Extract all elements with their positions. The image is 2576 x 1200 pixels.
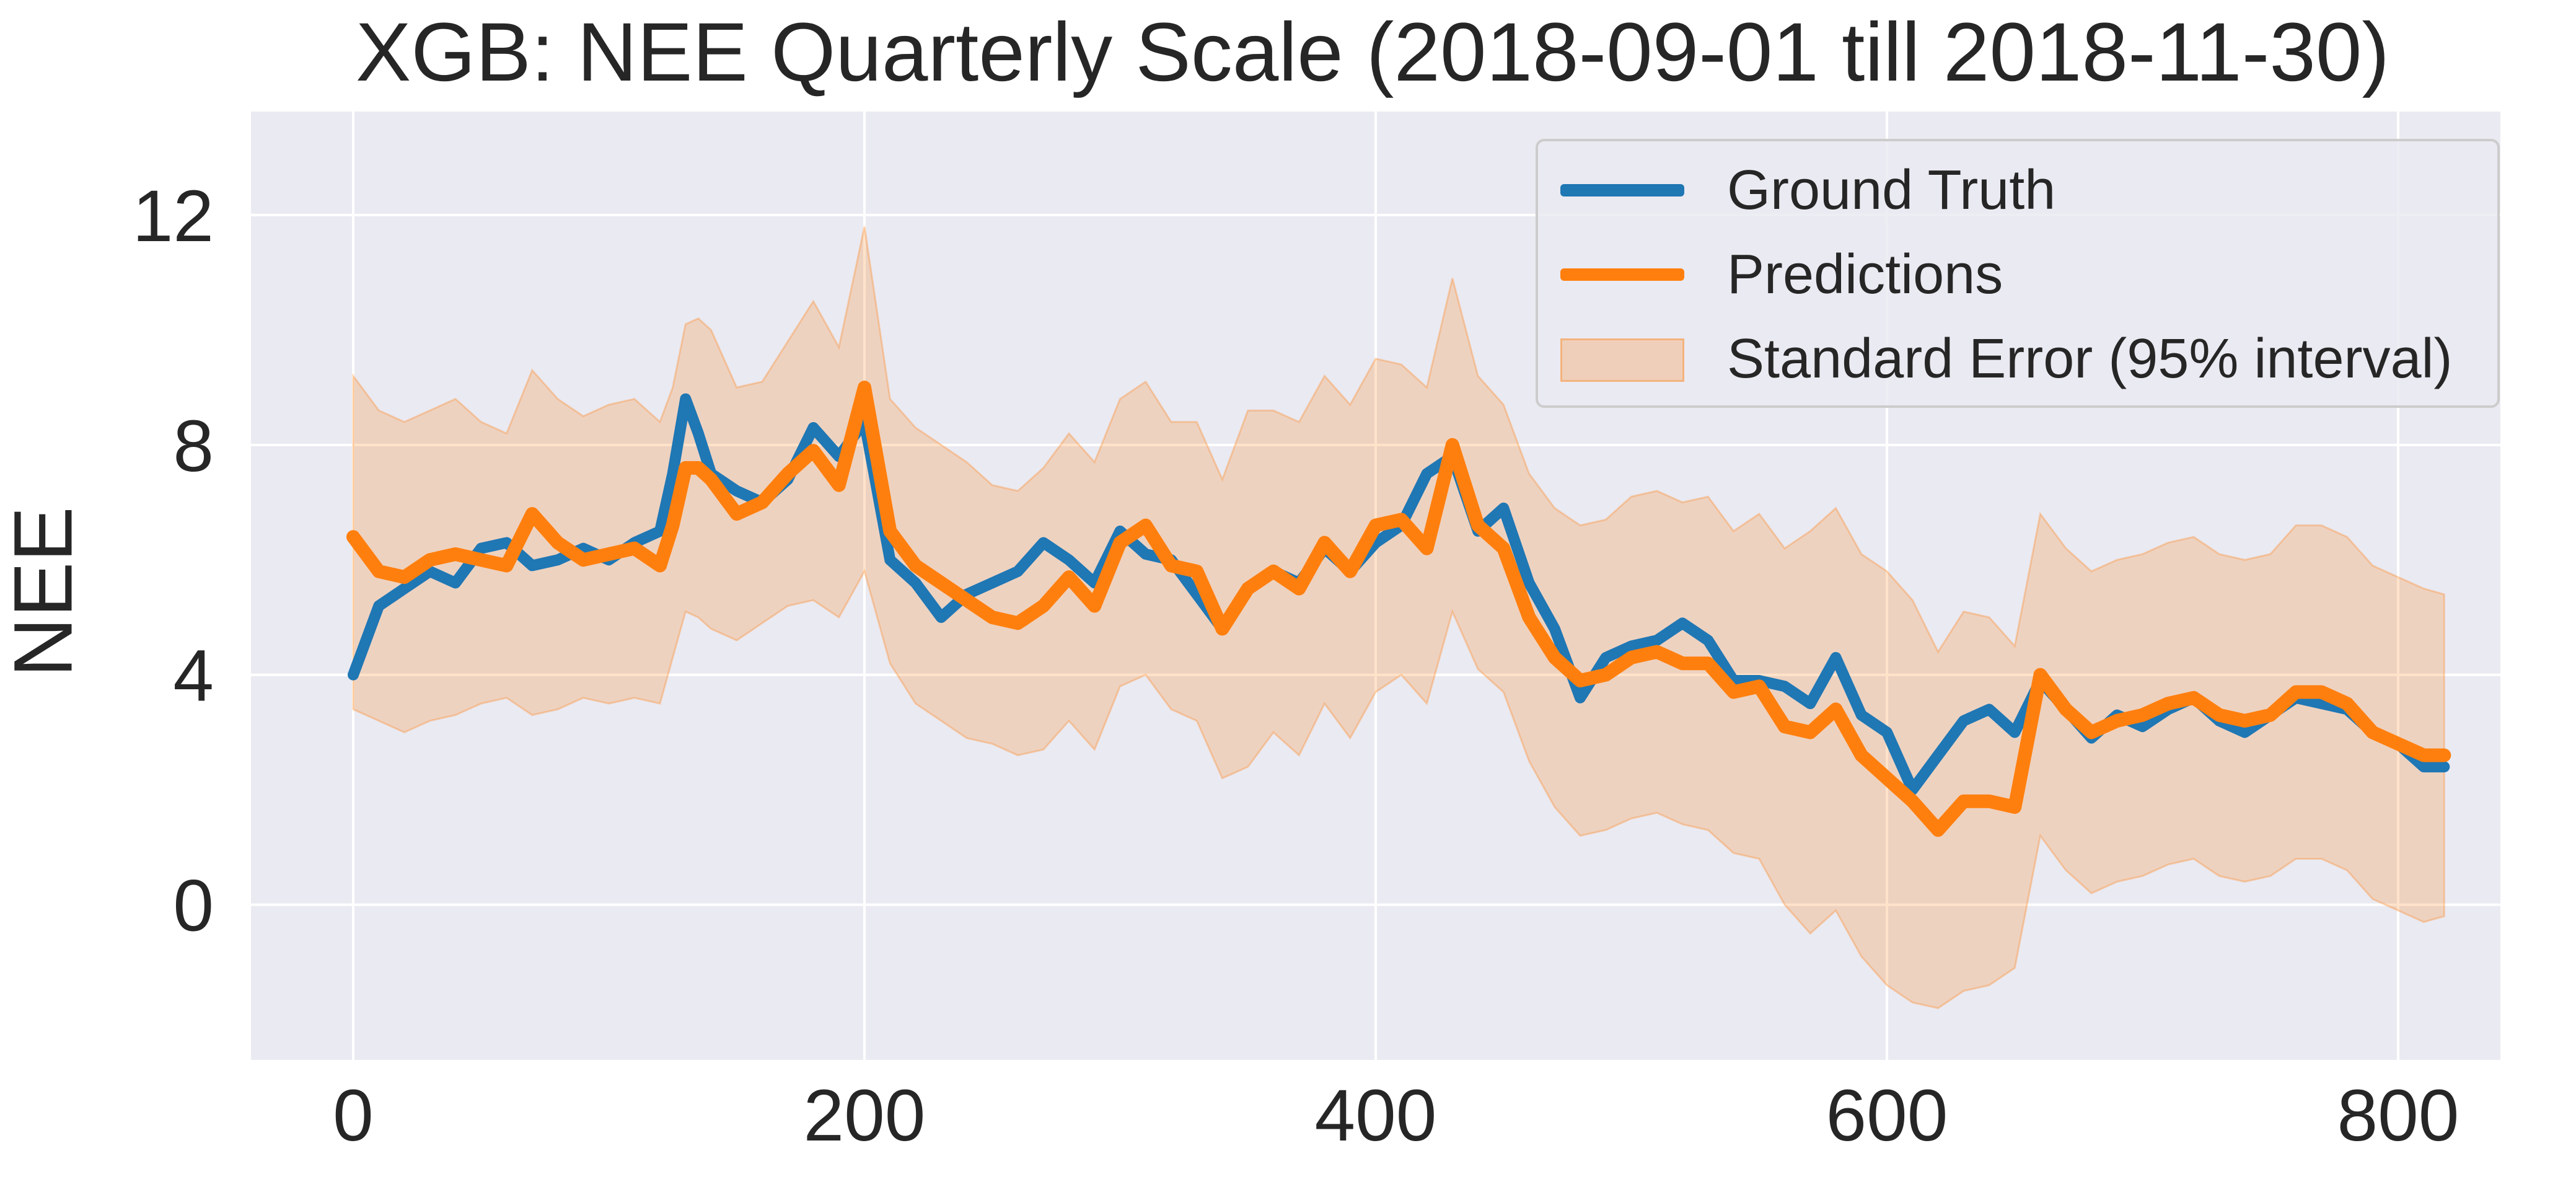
- x-tick-label-400: 400: [1315, 1075, 1437, 1157]
- legend-swatch-ground-truth: [1560, 184, 1684, 196]
- y-tick-label-8: 8: [173, 405, 214, 487]
- y-tick-label-12: 12: [133, 175, 214, 257]
- x-tick-label-800: 800: [2337, 1075, 2460, 1157]
- legend-swatch-predictions: [1560, 268, 1684, 281]
- legend-label-ground-truth: Ground Truth: [1727, 159, 2056, 221]
- legend-item-predictions: Predictions: [1538, 234, 2497, 315]
- series-line-1: [346, 381, 2451, 837]
- y-tick-label-4: 4: [173, 635, 214, 717]
- legend-item-interval: Standard Error (95% interval): [1538, 319, 2497, 399]
- x-tick-label-600: 600: [1826, 1075, 1948, 1157]
- legend-label-interval: Standard Error (95% interval): [1727, 328, 2453, 390]
- y-tick-label-0: 0: [173, 865, 214, 947]
- legend-swatch-interval: [1560, 338, 1684, 382]
- x-tick-label-200: 200: [804, 1075, 926, 1157]
- series-lines: [346, 381, 2451, 837]
- axis-ticks: 0 200 400 600 800 0 4 8 12: [133, 175, 2460, 1157]
- legend-label-predictions: Predictions: [1727, 244, 2003, 306]
- chart-title: XGB: NEE Quarterly Scale (2018-09-01 til…: [355, 6, 2390, 99]
- legend-item-ground-truth: Ground Truth: [1538, 150, 2497, 231]
- x-tick-label-0: 0: [333, 1075, 374, 1157]
- legend: Ground Truth Predictions Standard Error …: [1536, 139, 2500, 408]
